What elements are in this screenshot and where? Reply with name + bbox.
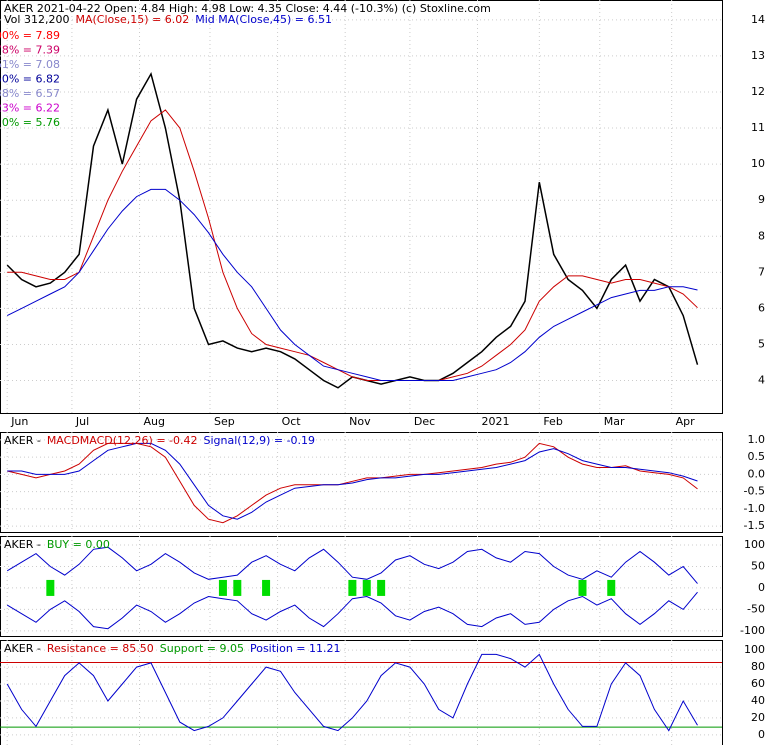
y-tick-label: 9 <box>758 193 765 206</box>
buy-signal <box>377 579 386 596</box>
x-tick-label: Dec <box>414 415 435 428</box>
y-tick-label: 1.0 <box>748 433 766 446</box>
panel-header: AKER - <box>4 538 41 551</box>
y-tick-label: 8 <box>758 229 765 242</box>
x-tick-label: Mar <box>604 415 625 428</box>
y-tick-label: 60 <box>751 677 765 690</box>
y-tick-label: 6 <box>758 301 765 314</box>
y-tick-label: -1.5 <box>744 519 765 532</box>
y-tick-label: 0 <box>758 581 765 594</box>
buy-signal <box>362 579 371 596</box>
fib-level: 78% = 7.39 <box>0 44 60 57</box>
x-tick-label: Nov <box>349 415 371 428</box>
panel-frame <box>0 432 723 533</box>
series-line <box>7 109 698 381</box>
panel-header: AKER - <box>4 642 41 655</box>
y-tick-label: 7 <box>758 265 765 278</box>
buy-signal <box>46 579 55 596</box>
y-tick-label: 5 <box>758 337 765 350</box>
y-tick-label: 40 <box>751 694 765 707</box>
panel-header: Resistance = 85.50 <box>47 642 154 655</box>
fib-level: 100% = 7.89 <box>0 29 60 42</box>
buy-signal <box>218 579 227 596</box>
series-line <box>6 546 698 584</box>
fib-level: 38% = 6.57 <box>0 87 60 100</box>
panel-frame <box>0 0 723 414</box>
x-tick-label: Oct <box>282 415 302 428</box>
y-tick-label: 10 <box>751 157 765 170</box>
x-tick-label: Jun <box>10 415 28 428</box>
buy-signal <box>262 579 271 596</box>
series-line <box>7 442 698 524</box>
fib-level: 0% = 5.76 <box>2 116 60 129</box>
y-tick-label: 0.0 <box>748 467 766 480</box>
panel-header: BUY = 0.00 <box>47 538 110 551</box>
y-tick-label: -50 <box>747 602 765 615</box>
y-tick-label: 50 <box>751 559 765 572</box>
y-tick-label: -1.0 <box>744 502 765 515</box>
x-tick-label: 2021 <box>481 415 509 428</box>
panel-frame <box>0 536 723 637</box>
series-line <box>6 188 698 381</box>
y-tick-label: 100 <box>744 643 765 656</box>
y-tick-label: 0 <box>758 728 765 741</box>
y-tick-label: 4 <box>758 374 765 387</box>
y-tick-label: 13 <box>751 49 765 62</box>
series-line <box>6 591 698 630</box>
panel-header: AKER - <box>4 434 41 447</box>
y-tick-label: 11 <box>751 121 765 134</box>
fib-level: 23% = 6.22 <box>0 102 60 115</box>
fib-level: 61% = 7.08 <box>0 58 60 71</box>
x-tick-label: Feb <box>543 415 562 428</box>
y-tick-label: 20 <box>751 711 765 724</box>
x-tick-label: Aug <box>144 415 165 428</box>
y-tick-label: 80 <box>751 660 765 673</box>
y-tick-label: 12 <box>751 85 765 98</box>
y-tick-label: 0.5 <box>748 450 766 463</box>
panel-header: MA(Close,15) = 6.02 <box>75 13 189 26</box>
buy-signal <box>233 579 242 596</box>
y-tick-label: -0.5 <box>744 485 765 498</box>
panel-header: Signal(12,9) = -0.19 <box>204 434 316 447</box>
series-line <box>7 442 698 520</box>
panel-header: Support = 9.05 <box>160 642 244 655</box>
panel-header: Vol 312,200 <box>4 13 69 26</box>
x-tick-label: Sep <box>214 415 235 428</box>
panel-header: Position = 11.21 <box>250 642 341 655</box>
series-line <box>6 71 699 389</box>
y-tick-label: 100 <box>744 538 765 551</box>
y-tick-label: -100 <box>740 624 765 637</box>
fib-level: 50% = 6.82 <box>0 73 60 86</box>
panel-header: AKER 2021-04-22 Open: 4.84 High: 4.98 Lo… <box>4 2 491 15</box>
buy-signal <box>578 579 587 596</box>
panel-header: Mid MA(Close,45) = 6.51 <box>195 13 332 26</box>
panel-header: MACDMACD(12,26) = -0.42 <box>47 434 198 447</box>
series-line <box>6 653 698 732</box>
buy-signal <box>348 579 357 596</box>
x-tick-label: Jul <box>75 415 89 428</box>
x-tick-label: Apr <box>676 415 696 428</box>
buy-signal <box>607 579 616 596</box>
panel-frame <box>0 640 723 745</box>
y-tick-label: 14 <box>751 13 765 26</box>
